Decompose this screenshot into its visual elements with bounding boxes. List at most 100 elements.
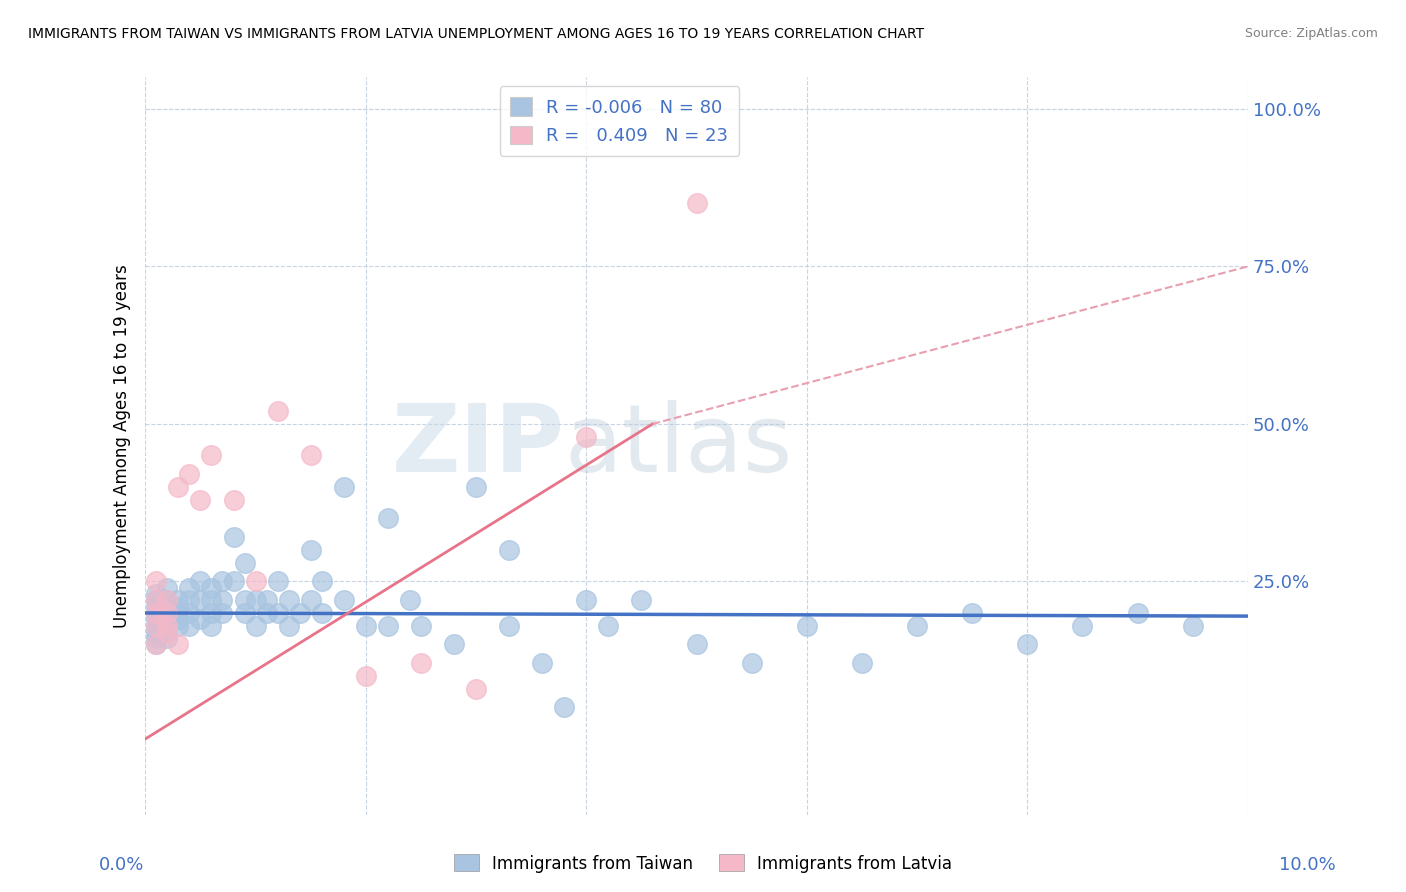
Point <box>145 631 167 645</box>
Point <box>200 581 222 595</box>
Text: atlas: atlas <box>564 400 793 492</box>
Point <box>685 196 707 211</box>
Point <box>332 480 354 494</box>
Point <box>145 587 167 601</box>
Point <box>741 657 763 671</box>
Point <box>905 618 928 632</box>
Point <box>179 606 201 620</box>
Point <box>1126 606 1149 620</box>
Point <box>354 669 377 683</box>
Point <box>145 624 167 639</box>
Point <box>531 657 554 671</box>
Point <box>299 449 322 463</box>
Point <box>851 657 873 671</box>
Point <box>200 618 222 632</box>
Point <box>575 429 598 443</box>
Point <box>409 618 432 632</box>
Point <box>233 556 256 570</box>
Point <box>299 543 322 558</box>
Point <box>311 574 333 589</box>
Point <box>145 606 167 620</box>
Point <box>377 511 399 525</box>
Point <box>145 637 167 651</box>
Point <box>598 618 620 632</box>
Point <box>332 593 354 607</box>
Point <box>156 581 179 595</box>
Point <box>498 543 520 558</box>
Point <box>266 404 288 418</box>
Point <box>685 637 707 651</box>
Point <box>156 624 179 639</box>
Point <box>299 593 322 607</box>
Point <box>277 618 299 632</box>
Point <box>222 574 245 589</box>
Point <box>465 480 488 494</box>
Point <box>156 612 179 626</box>
Point <box>575 593 598 607</box>
Point <box>256 593 278 607</box>
Point <box>266 606 288 620</box>
Point <box>145 574 167 589</box>
Point <box>156 618 179 632</box>
Point <box>190 593 212 607</box>
Point <box>553 700 575 714</box>
Point <box>179 618 201 632</box>
Y-axis label: Unemployment Among Ages 16 to 19 years: Unemployment Among Ages 16 to 19 years <box>114 264 131 628</box>
Point <box>630 593 652 607</box>
Point <box>277 593 299 607</box>
Point <box>399 593 422 607</box>
Point <box>156 599 179 614</box>
Point <box>156 624 179 639</box>
Point <box>1017 637 1039 651</box>
Point <box>1071 618 1094 632</box>
Point <box>200 606 222 620</box>
Point <box>145 618 167 632</box>
Text: IMMIGRANTS FROM TAIWAN VS IMMIGRANTS FROM LATVIA UNEMPLOYMENT AMONG AGES 16 TO 1: IMMIGRANTS FROM TAIWAN VS IMMIGRANTS FRO… <box>28 27 924 41</box>
Text: ZIP: ZIP <box>391 400 564 492</box>
Point <box>156 606 179 620</box>
Point <box>222 492 245 507</box>
Point <box>156 606 179 620</box>
Point <box>156 618 179 632</box>
Point <box>167 637 190 651</box>
Point <box>156 593 179 607</box>
Point <box>145 593 167 607</box>
Point <box>145 593 167 607</box>
Point <box>245 574 267 589</box>
Point <box>190 612 212 626</box>
Point <box>179 467 201 482</box>
Point <box>211 574 233 589</box>
Point <box>211 606 233 620</box>
Point <box>288 606 311 620</box>
Point <box>200 449 222 463</box>
Point <box>443 637 465 651</box>
Point <box>311 606 333 620</box>
Point <box>145 606 167 620</box>
Text: 10.0%: 10.0% <box>1279 856 1336 874</box>
Point <box>145 637 167 651</box>
Point <box>409 657 432 671</box>
Point <box>190 574 212 589</box>
Point <box>233 593 256 607</box>
Point <box>245 618 267 632</box>
Point <box>233 606 256 620</box>
Point <box>266 574 288 589</box>
Point <box>167 480 190 494</box>
Point <box>156 593 179 607</box>
Point <box>796 618 818 632</box>
Point <box>211 593 233 607</box>
Legend: R = -0.006   N = 80, R =   0.409   N = 23: R = -0.006 N = 80, R = 0.409 N = 23 <box>499 87 740 156</box>
Point <box>256 606 278 620</box>
Point <box>145 612 167 626</box>
Point <box>167 606 190 620</box>
Point <box>1181 618 1204 632</box>
Point <box>465 681 488 696</box>
Point <box>145 618 167 632</box>
Text: 0.0%: 0.0% <box>98 856 143 874</box>
Point <box>960 606 983 620</box>
Point <box>167 599 190 614</box>
Point <box>200 593 222 607</box>
Legend: Immigrants from Taiwan, Immigrants from Latvia: Immigrants from Taiwan, Immigrants from … <box>447 847 959 880</box>
Point <box>354 618 377 632</box>
Point <box>190 492 212 507</box>
